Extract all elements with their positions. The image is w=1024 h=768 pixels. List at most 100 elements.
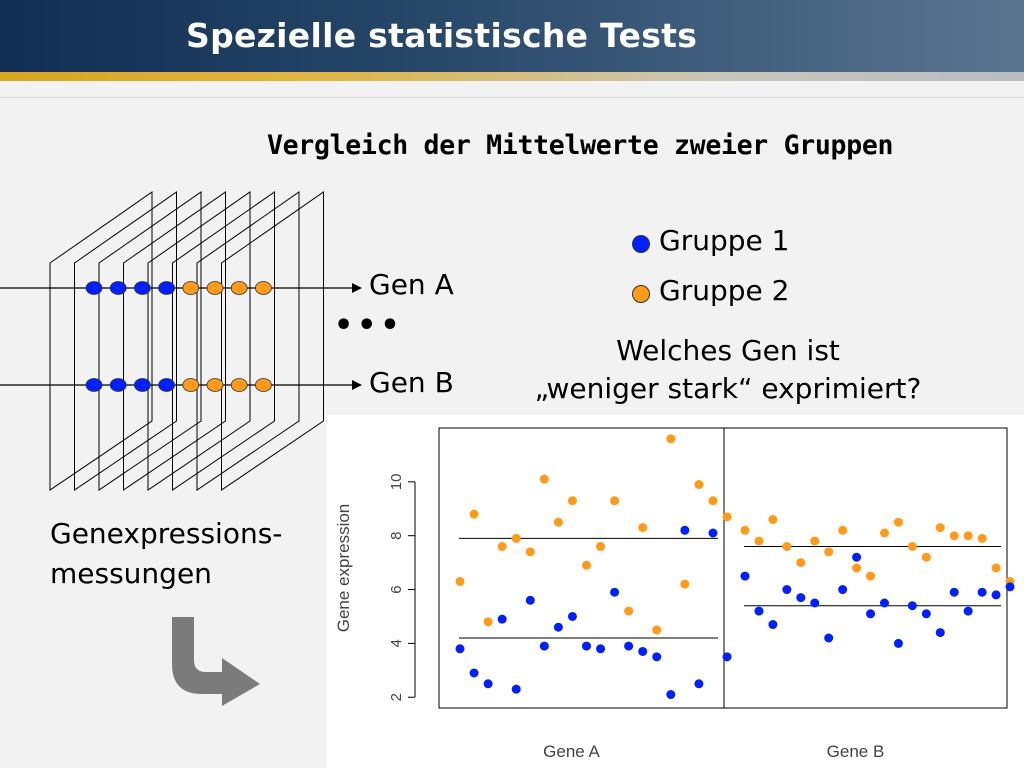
group2-point — [539, 474, 549, 484]
group1-point — [907, 601, 917, 611]
group2-point — [893, 517, 903, 527]
group1-point — [722, 652, 732, 662]
y-tick-label: 2 — [388, 693, 405, 701]
group2-point — [511, 533, 521, 543]
gene-b-group1-dot — [133, 378, 151, 392]
group1-point — [810, 598, 820, 608]
header-divider — [0, 97, 1024, 98]
group1-point — [483, 679, 493, 689]
y-tick-label: 8 — [388, 532, 405, 540]
gene-a-group2-dot — [230, 281, 248, 295]
group1-point — [879, 598, 889, 608]
group1-point — [977, 587, 987, 597]
group2-point — [638, 523, 648, 533]
group1-point — [610, 587, 620, 597]
gene-b-group2-dot — [230, 378, 248, 392]
group1-point — [469, 668, 479, 678]
gene-a-group1-dot — [133, 281, 151, 295]
y-tick-label: 6 — [388, 585, 405, 593]
gene-a-label: Gen A — [369, 268, 454, 301]
legend-group1-label: Gruppe 1 — [659, 224, 790, 257]
gene-b-group2-dot — [206, 378, 224, 392]
header-accent-stripe — [0, 72, 1024, 81]
group1-point — [921, 609, 931, 619]
group1-point — [893, 638, 903, 648]
group2-point — [694, 480, 704, 490]
group1-point — [740, 571, 750, 581]
gene-a-group2-dot — [206, 281, 224, 295]
gene-a-group2-dot — [182, 281, 200, 295]
measurement-plane — [123, 191, 226, 491]
group2-point — [977, 533, 987, 543]
group1-point — [694, 679, 704, 689]
group2-point — [754, 536, 764, 546]
group2-point — [455, 576, 465, 586]
measurement-plane — [172, 191, 275, 491]
group1-point — [782, 585, 792, 595]
group2-point — [666, 434, 676, 444]
y-axis-title: Gene expression — [334, 504, 353, 633]
group2-point — [624, 606, 634, 616]
y-tick-label: 4 — [388, 639, 405, 647]
group1-point — [852, 552, 862, 562]
group1-point — [866, 609, 876, 619]
group2-point — [782, 541, 792, 551]
group2-point — [963, 531, 973, 541]
question-line-2: „weniger stark“ exprimiert? — [534, 372, 922, 405]
group1-point — [638, 646, 648, 656]
group1-point — [824, 633, 834, 643]
group2-point — [866, 571, 876, 581]
legend-group2-label: Gruppe 2 — [659, 274, 790, 307]
measurements-caption: Genexpressions- messungen — [50, 514, 282, 594]
group2-point — [907, 541, 917, 551]
group2-point — [483, 617, 493, 627]
measurements-line-2: messungen — [50, 557, 212, 590]
group2-point — [708, 496, 718, 506]
y-tick-label: 10 — [388, 474, 405, 491]
group2-point — [740, 525, 750, 535]
group2-point — [949, 531, 959, 541]
group1-point — [935, 628, 945, 638]
group1-point — [525, 595, 535, 605]
group2-point — [722, 512, 732, 522]
legend-group2-dot — [632, 285, 650, 303]
group1-point — [596, 644, 606, 654]
group1-point — [838, 585, 848, 595]
gene-a-arrowhead — [352, 283, 362, 293]
question-line-1: Welches Gen ist — [616, 334, 840, 367]
x-category-label: Gene B — [827, 742, 885, 761]
measurements-line-1: Genexpressions- — [50, 517, 283, 550]
measurement-plane — [74, 191, 177, 491]
scatter-chart: Gene expression 2 4 6 8 10 Gene A Gene B — [327, 415, 1024, 768]
slide-subtitle: Vergleich der Mittelwerte zweier Gruppen — [267, 130, 894, 161]
group2-point — [680, 579, 690, 589]
slide-title: Spezielle statistische Tests — [186, 16, 698, 55]
plot-frame — [438, 427, 1008, 709]
group2-point — [935, 523, 945, 533]
measurement-plane — [221, 191, 324, 491]
group1-point — [708, 528, 718, 538]
ellipsis-dots: ••• — [334, 308, 404, 343]
group2-point — [469, 509, 479, 519]
gene-b-group1-dot — [109, 378, 127, 392]
group1-point — [1005, 582, 1015, 592]
group2-point — [596, 541, 606, 551]
gene-b-arrowhead — [352, 380, 362, 390]
group1-point — [754, 606, 764, 616]
gene-a-group1-dot — [85, 281, 103, 295]
group1-point — [624, 641, 634, 651]
group2-point — [810, 536, 820, 546]
gene-b-group2-dot — [182, 378, 200, 392]
group2-point — [652, 625, 662, 635]
x-category-label: Gene A — [543, 742, 600, 761]
measurement-plane — [49, 191, 153, 491]
group2-point — [567, 496, 577, 506]
group1-point — [666, 690, 676, 700]
group1-point — [539, 641, 549, 651]
group2-point — [497, 541, 507, 551]
group2-point — [852, 563, 862, 573]
group2-point — [991, 563, 1001, 573]
legend-group1-dot — [632, 235, 650, 253]
measurement-stack-diagram — [0, 191, 362, 491]
measurement-plane — [98, 191, 202, 491]
